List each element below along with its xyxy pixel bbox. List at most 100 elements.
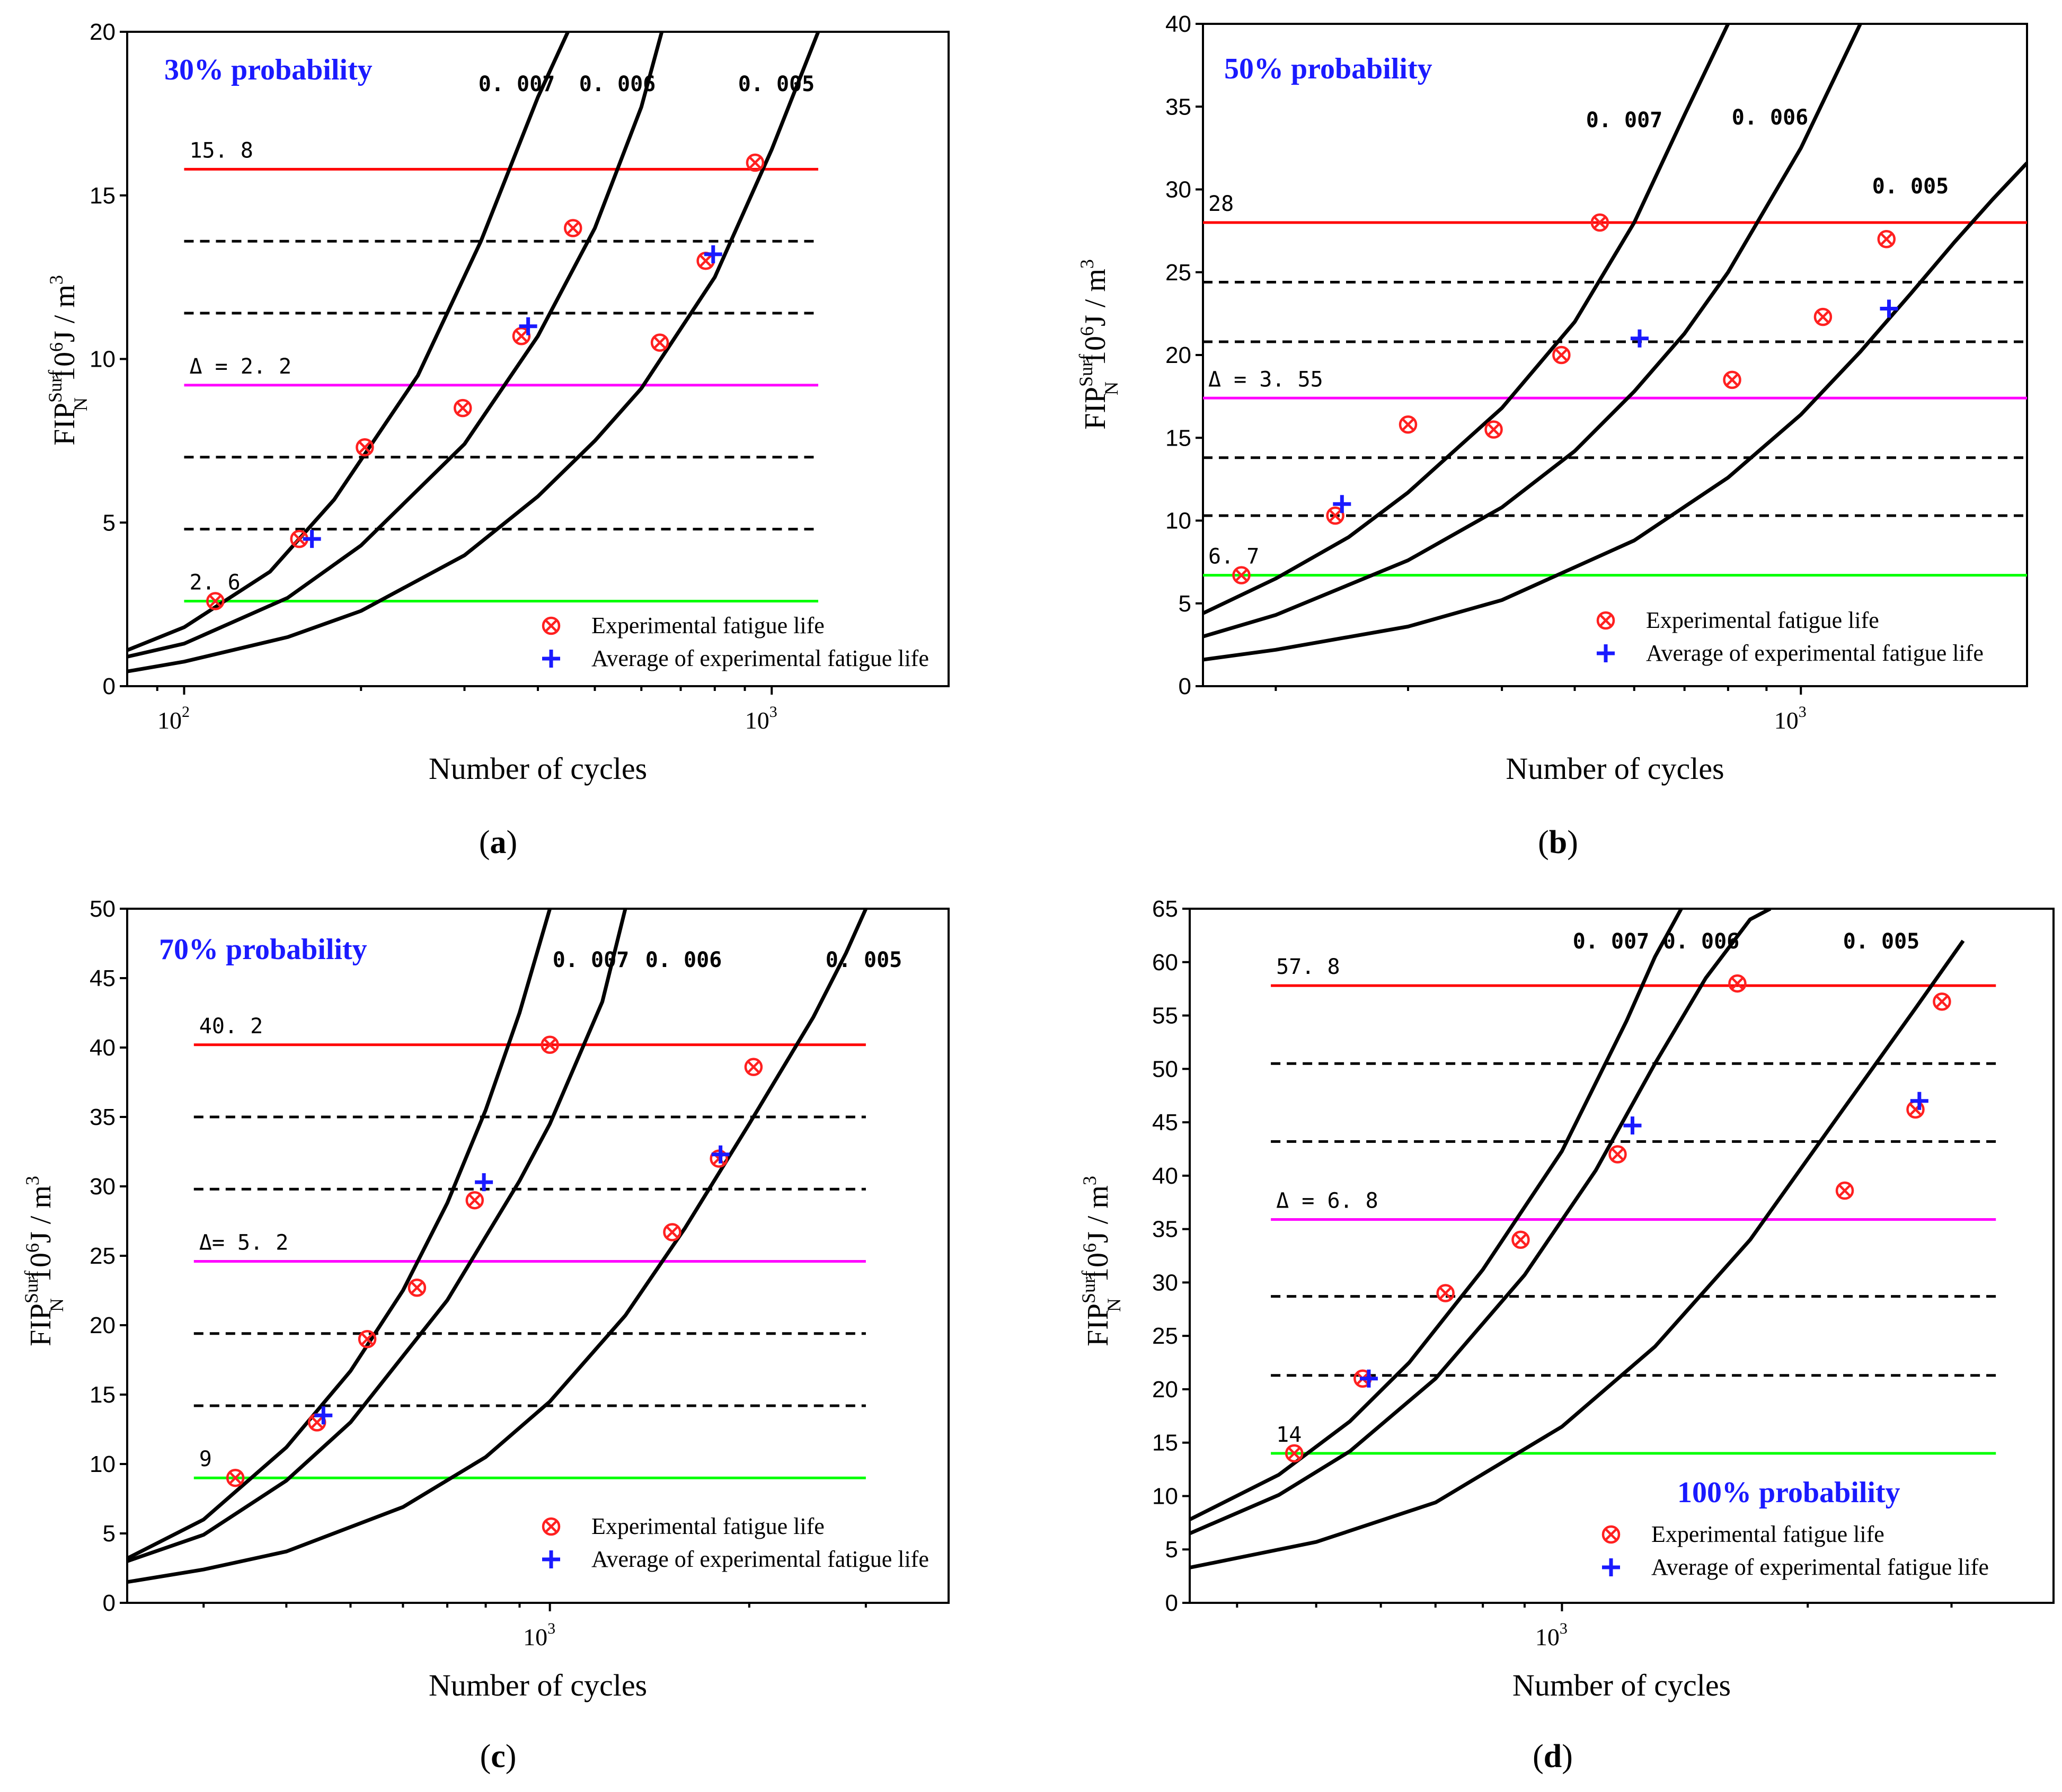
curve-label: 0. 006 — [1663, 929, 1740, 954]
experimental-point — [1835, 1181, 1854, 1200]
y-tick-label: 35 — [1165, 94, 1191, 120]
x-tick-label: 103 — [745, 703, 777, 734]
y-tick-label: 60 — [1152, 950, 1178, 975]
y-axis-title: FIPSurfN106J / m3 — [45, 275, 91, 446]
experimental-point — [1590, 213, 1609, 232]
x-tick-label: 102 — [157, 703, 190, 734]
experimental-point — [512, 327, 531, 345]
panel-sub-label: (b) — [1538, 824, 1578, 860]
threshold-label: Δ = 3. 55 — [1208, 367, 1323, 392]
legend-average-marker — [542, 650, 560, 668]
curve-label: 0. 005 — [1872, 174, 1949, 199]
y-tick-label: 15 — [1165, 425, 1191, 451]
y-tick-label: 20 — [90, 19, 116, 45]
y-tick-label: 40 — [1152, 1163, 1178, 1189]
experimental-point — [1484, 420, 1503, 439]
y-tick-label: 25 — [1165, 260, 1191, 286]
curve-label: 0. 007 — [479, 72, 555, 96]
experimental-point — [1232, 566, 1251, 584]
legend-experimental-label: Experimental fatigue life — [591, 613, 825, 638]
y-tick-label: 15 — [90, 1382, 116, 1408]
curve-label: 0. 006 — [579, 72, 656, 96]
chart-panel-b: 0 5 10 15 20 25 30 35 40 103 28 Δ = 3. 55 6. 7 0. 007… — [1075, 11, 2028, 860]
legend-experimental-label: Experimental fatigue life — [1651, 1521, 1884, 1547]
experimental-point — [744, 1058, 763, 1076]
threshold-label: 14 — [1276, 1423, 1302, 1447]
y-axis-title: FIPSurfN106J / m3 — [1075, 259, 1122, 430]
experimental-point — [1813, 307, 1833, 326]
experimental-point — [226, 1468, 245, 1487]
legend-experimental-marker — [1601, 1525, 1621, 1544]
average-point — [303, 530, 321, 548]
experimental-point — [465, 1191, 484, 1210]
chart-panel-d: 0 5 10 15 20 25 30 35 40 45 50 55 60 65 103 57. 8 Δ = 6.… — [1078, 896, 2055, 1775]
panel-sub-label: (c) — [480, 1738, 517, 1775]
panel-sub-label: (d) — [1533, 1738, 1573, 1775]
y-tick-label: 10 — [1152, 1483, 1178, 1509]
threshold-label: 28 — [1208, 192, 1234, 216]
curve-label: 0. 007 — [1573, 929, 1650, 954]
strain-curve — [1203, 24, 1862, 638]
x-tick-label: 103 — [523, 1620, 555, 1651]
curve-label: 0. 007 — [553, 948, 630, 972]
strain-curve — [1190, 909, 1683, 1521]
strain-curve — [127, 32, 820, 673]
average-point — [1910, 1092, 1928, 1110]
average-point — [475, 1173, 493, 1192]
average-point — [704, 245, 722, 263]
threshold-label: Δ = 6. 8 — [1276, 1188, 1378, 1213]
average-point — [519, 317, 537, 335]
experimental-point — [1511, 1230, 1530, 1249]
y-tick-label: 10 — [90, 1451, 116, 1477]
y-tick-label: 40 — [90, 1035, 116, 1061]
experimental-point — [408, 1279, 427, 1297]
legend-average-label: Average of experimental fatigue life — [591, 1546, 929, 1572]
strain-curve — [127, 909, 627, 1563]
y-tick-label: 20 — [1152, 1377, 1178, 1403]
y-tick-label: 10 — [90, 347, 116, 372]
experimental-point — [1436, 1284, 1455, 1302]
y-tick-label: 25 — [90, 1243, 116, 1269]
threshold-label: 6. 7 — [1208, 545, 1259, 569]
curve-label: 0. 005 — [738, 72, 815, 96]
probability-title: 50% probability — [1224, 52, 1432, 85]
legend-experimental-marker — [1596, 611, 1615, 630]
experimental-point — [454, 398, 472, 418]
y-tick-label: 5 — [1179, 591, 1191, 617]
experimental-point — [1723, 370, 1741, 389]
y-axis-title: FIPSurfN106J / m3 — [21, 1176, 67, 1346]
strain-curve — [127, 909, 552, 1560]
y-tick-label: 0 — [1179, 673, 1191, 699]
experimental-point — [1552, 345, 1571, 365]
plot-frame — [126, 908, 950, 1604]
strain-curve — [1190, 909, 1772, 1536]
y-tick-label: 0 — [103, 1590, 116, 1616]
experimental-point — [746, 153, 765, 172]
legend-average-marker — [542, 1550, 560, 1568]
x-tick-label: 103 — [1535, 1620, 1568, 1651]
legend-average-marker — [1597, 644, 1615, 662]
x-axis-title: Number of cycles — [429, 751, 647, 786]
x-axis-title: Number of cycles — [1512, 1668, 1731, 1702]
average-point — [1880, 299, 1898, 318]
chart-panel-c: 0 5 10 15 20 25 30 35 40 45 50 103 40. 2 Δ= 5. 2 9 0. 0… — [21, 896, 950, 1775]
curve-label: 0. 005 — [826, 948, 902, 972]
strain-curve — [1190, 939, 1965, 1569]
y-tick-label: 45 — [1152, 1110, 1178, 1135]
threshold-label: 15. 8 — [189, 138, 253, 163]
experimental-point — [1326, 506, 1344, 525]
experimental-point — [541, 1035, 559, 1054]
y-tick-label: 20 — [1165, 342, 1191, 368]
average-point — [1359, 1369, 1378, 1388]
legend-experimental-label: Experimental fatigue life — [591, 1513, 825, 1539]
y-tick-label: 30 — [1165, 177, 1191, 203]
experimental-point — [358, 1329, 377, 1349]
experimental-point — [663, 1223, 682, 1241]
y-tick-label: 15 — [1152, 1430, 1178, 1456]
experimental-point — [356, 438, 374, 457]
strain-curve — [127, 909, 868, 1584]
threshold-label: 40. 2 — [199, 1014, 263, 1039]
threshold-label: Δ= 5. 2 — [199, 1230, 289, 1255]
y-tick-label: 35 — [90, 1104, 116, 1130]
